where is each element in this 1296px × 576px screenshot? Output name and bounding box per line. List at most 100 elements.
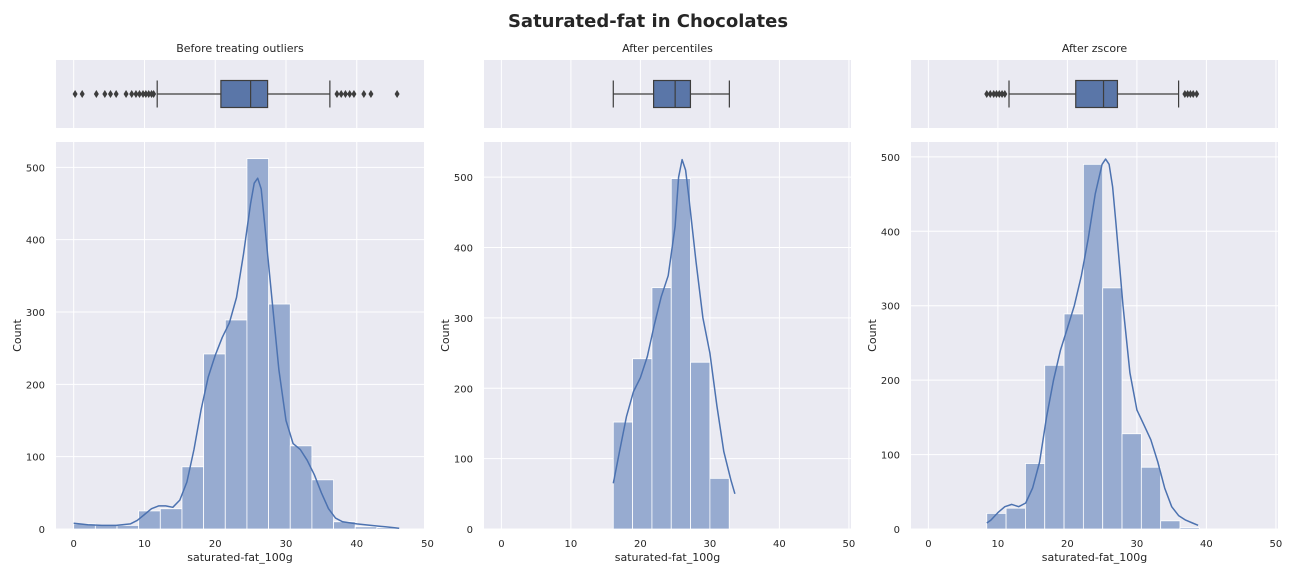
y-tick-label: 0: [39, 525, 45, 536]
outlier-marker: [334, 90, 340, 98]
outlier-marker: [102, 90, 108, 98]
x-tick-label: 20: [634, 539, 647, 550]
histogram-bar: [690, 361, 711, 530]
x-tick-label: 10: [992, 539, 1005, 550]
y-tick-label: 100: [881, 451, 900, 462]
histogram-bar: [1063, 313, 1084, 530]
panel-title: After percentiles: [622, 42, 713, 55]
histogram-bar: [246, 158, 269, 530]
x-tick-label: 20: [209, 539, 222, 550]
outlier-marker: [987, 90, 993, 98]
histogram-bar: [181, 466, 205, 530]
panel-title: After zscore: [1062, 42, 1127, 55]
x-tick-label: 10: [565, 539, 578, 550]
y-tick-label: 200: [454, 384, 473, 395]
histogram-bar: [1121, 433, 1142, 530]
x-tick-label: 30: [1131, 539, 1144, 550]
outlier-marker: [143, 90, 149, 98]
outlier-marker: [79, 90, 85, 98]
y-tick-label: 300: [26, 308, 45, 319]
histogram-bar: [354, 526, 378, 530]
outlier-marker: [140, 90, 146, 98]
outlier-marker: [1182, 90, 1188, 98]
histogram-bar: [116, 524, 140, 530]
y-tick-label: 500: [881, 153, 900, 164]
outlier-marker: [72, 90, 78, 98]
histogram-bar: [1160, 520, 1181, 530]
x-tick-label: 20: [1061, 539, 1074, 550]
histogram-bar: [1082, 163, 1104, 530]
x-axis-label: saturated-fat_100g: [1042, 551, 1147, 564]
outlier-marker: [996, 90, 1002, 98]
x-tick-label: 30: [704, 539, 717, 550]
outlier-marker: [1194, 90, 1200, 98]
outlier-marker: [984, 90, 990, 98]
x-tick-label: 0: [71, 539, 77, 550]
y-tick-label: 200: [881, 376, 900, 387]
histogram-bar: [268, 303, 291, 530]
x-axis-label: saturated-fat_100g: [187, 551, 292, 564]
histogram-bar: [224, 319, 248, 530]
y-tick-label: 0: [894, 525, 900, 536]
outlier-marker: [993, 90, 999, 98]
panel-title: Before treating outliers: [176, 42, 304, 55]
outlier-marker: [151, 90, 157, 98]
iqr-box: [1075, 79, 1119, 109]
kde-curve: [612, 158, 736, 495]
histogram-bar: [311, 479, 334, 530]
outlier-marker: [123, 90, 129, 98]
y-tick-label: 100: [26, 453, 45, 464]
y-axis-label: Count: [866, 318, 879, 351]
outlier-marker: [347, 90, 353, 98]
y-axis-label: Count: [439, 318, 452, 351]
outlier-marker: [999, 90, 1005, 98]
histogram-bar: [1179, 527, 1200, 530]
y-tick-label: 200: [26, 380, 45, 391]
outlier-marker: [342, 90, 348, 98]
x-axis-label: saturated-fat_100g: [615, 551, 720, 564]
outlier-marker: [1190, 90, 1196, 98]
outlier-marker: [991, 90, 997, 98]
outlier-marker: [1002, 90, 1008, 98]
x-tick-label: 40: [773, 539, 786, 550]
y-tick-label: 400: [881, 227, 900, 238]
x-tick-label: 50: [843, 539, 856, 550]
y-tick-label: 300: [881, 302, 900, 313]
outlier-marker: [394, 90, 400, 98]
outlier-marker: [368, 90, 374, 98]
histogram-bar: [1140, 466, 1162, 530]
x-tick-label: 0: [925, 539, 931, 550]
x-tick-label: 40: [350, 539, 363, 550]
figure-title: Saturated-fat in Chocolates: [508, 11, 788, 32]
outlier-marker: [351, 90, 357, 98]
y-tick-label: 100: [454, 455, 473, 466]
y-tick-label: 0: [467, 525, 473, 536]
outlier-marker: [146, 90, 152, 98]
outlier-marker: [113, 90, 119, 98]
outlier-marker: [107, 90, 113, 98]
histogram-bar: [1102, 287, 1123, 530]
outlier-marker: [338, 90, 344, 98]
outlier-marker: [129, 90, 135, 98]
histogram-bar: [1044, 364, 1065, 530]
iqr-box: [220, 79, 269, 109]
y-tick-label: 400: [454, 244, 473, 255]
y-tick-label: 400: [26, 236, 45, 247]
y-tick-label: 500: [26, 163, 45, 174]
y-tick-label: 500: [454, 173, 473, 184]
x-tick-label: 30: [280, 539, 293, 550]
kde-curve: [986, 158, 1199, 526]
x-tick-label: 40: [1200, 539, 1213, 550]
iqr-box: [652, 79, 692, 109]
outlier-marker: [361, 90, 367, 98]
histogram-bar: [1005, 507, 1026, 530]
y-tick-label: 300: [454, 314, 473, 325]
y-axis-label: Count: [11, 318, 24, 351]
histogram-bar: [289, 445, 313, 530]
x-tick-label: 0: [498, 539, 504, 550]
